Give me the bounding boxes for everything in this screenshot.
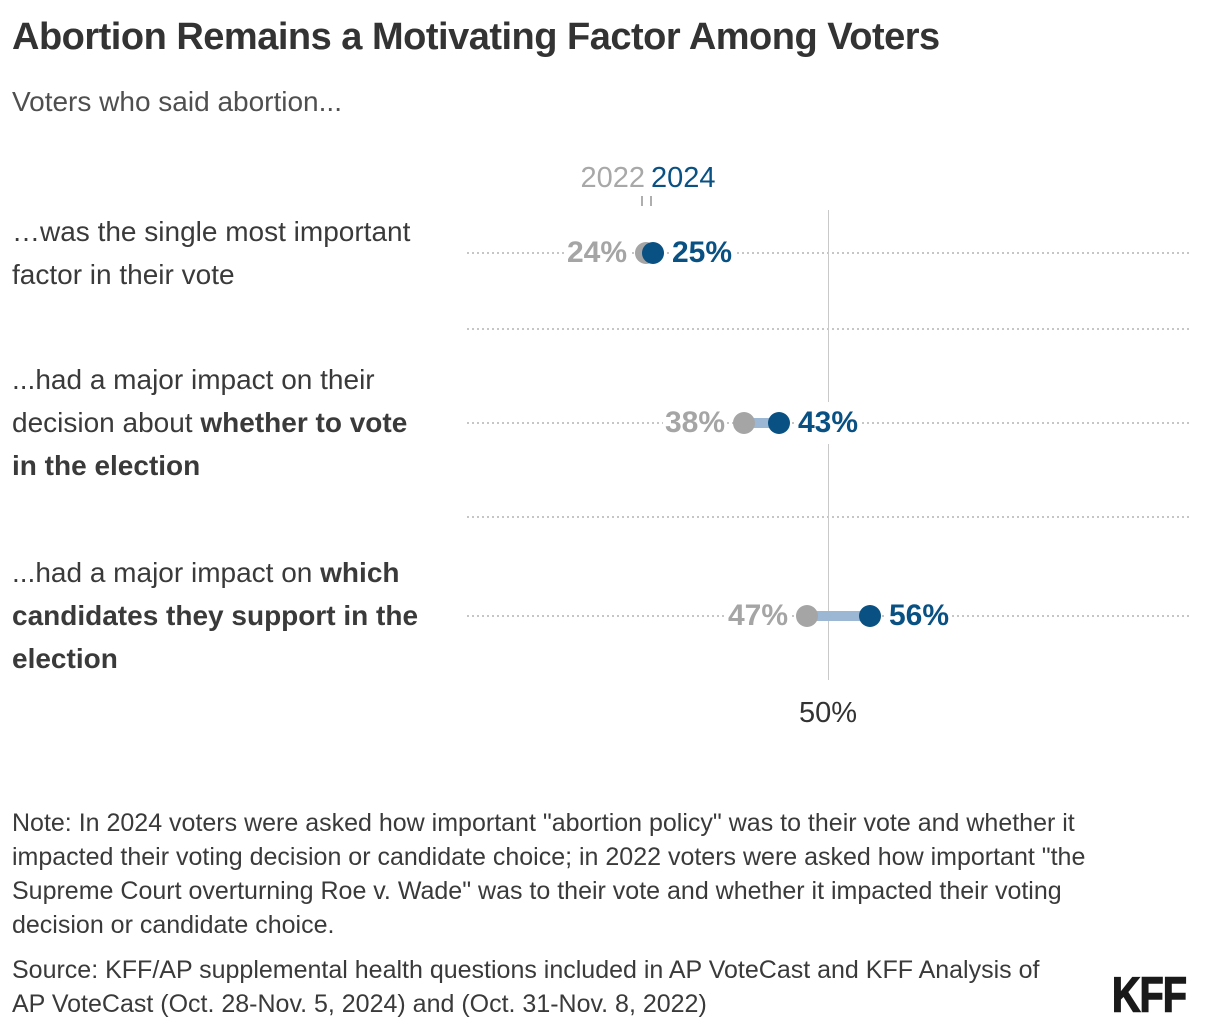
- value-label-2022: 38%: [662, 402, 727, 444]
- value-label-2024: 56%: [887, 595, 952, 637]
- note-text: Note: In 2024 voters were asked how impo…: [12, 809, 1086, 939]
- chart-subtitle: Voters who said abortion...: [12, 86, 342, 117]
- value-label-2024: 43%: [796, 402, 861, 444]
- reference-line-label: 50%: [798, 697, 858, 729]
- dot-2024: [859, 605, 881, 627]
- dot-2022: [796, 605, 818, 627]
- row-label-which-candidates: ...had a major impact on which candidate…: [12, 557, 419, 674]
- dot-2022: [733, 412, 755, 434]
- dumbbell-connector: [744, 418, 779, 428]
- kff-logo: KFF: [1111, 968, 1187, 1024]
- reference-line-50pct: [828, 210, 829, 680]
- row-label-single-most-important: …was the single most important factor in…: [12, 216, 411, 290]
- dot-2024: [768, 412, 790, 434]
- value-label-2022: 24%: [564, 232, 629, 274]
- legend-label-2022: 2022: [580, 162, 645, 194]
- legend-tick-2022: [641, 196, 643, 206]
- row-label-whether-to-vote: ...had a major impact on their decision …: [12, 364, 408, 481]
- legend-tick-2024: [650, 196, 652, 206]
- source-text: Source: KFF/AP supplemental health quest…: [12, 956, 1040, 1018]
- dot-2024: [642, 242, 664, 264]
- dumbbell-connector: [807, 611, 870, 621]
- value-label-2022: 47%: [725, 595, 790, 637]
- chart-title: Abortion Remains a Motivating Factor Amo…: [12, 16, 940, 58]
- value-label-2024: 25%: [670, 232, 735, 274]
- legend-label-2024: 2024: [651, 162, 716, 194]
